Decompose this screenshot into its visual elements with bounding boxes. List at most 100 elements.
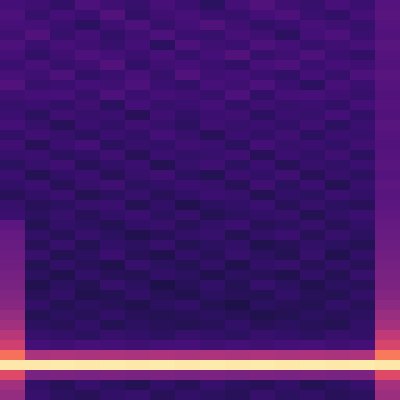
heatmap-cell (125, 150, 151, 161)
heatmap-cell (25, 110, 51, 121)
heatmap-cell (300, 380, 326, 391)
heatmap-cell (150, 290, 176, 301)
heatmap-cell (350, 200, 376, 211)
heatmap-cell (250, 60, 276, 71)
heatmap-cell (325, 250, 351, 261)
heatmap-cell (225, 260, 251, 271)
heatmap-cell (300, 190, 326, 201)
heatmap-cell (75, 90, 101, 101)
heatmap-cell (250, 210, 276, 221)
heatmap-cell (0, 90, 26, 101)
heatmap-cell (275, 40, 301, 51)
heatmap-cell (250, 50, 276, 61)
heatmap-cell (300, 0, 326, 11)
heatmap-cell (225, 300, 251, 311)
heatmap-cell (175, 110, 201, 121)
heatmap-cell (175, 50, 201, 61)
heatmap-cell (75, 120, 101, 131)
heatmap-cell (25, 90, 51, 101)
heatmap-cell (50, 350, 76, 361)
heatmap-cell (50, 220, 76, 231)
heatmap-cell (175, 360, 201, 371)
heatmap-cell (50, 0, 76, 11)
heatmap-cell (100, 330, 126, 341)
heatmap-cell (275, 290, 301, 301)
heatmap-cell (350, 270, 376, 281)
heatmap-cell (75, 360, 101, 371)
heatmap-cell (275, 380, 301, 391)
heatmap-cell (50, 150, 76, 161)
heatmap-cell (225, 120, 251, 131)
heatmap-cell (325, 220, 351, 231)
heatmap-cell (200, 360, 226, 371)
heatmap-cell (275, 270, 301, 281)
heatmap-cell (250, 240, 276, 251)
heatmap-cell (200, 160, 226, 171)
heatmap-cell (375, 40, 400, 51)
heatmap-cell (100, 50, 126, 61)
heatmap-cell (150, 160, 176, 171)
heatmap-cell (375, 90, 400, 101)
heatmap-cell (175, 390, 201, 400)
heatmap-cell (125, 80, 151, 91)
heatmap-cell (0, 210, 26, 221)
heatmap-cell (25, 180, 51, 191)
heatmap-cell (0, 270, 26, 281)
heatmap-cell (175, 330, 201, 341)
heatmap-cell (50, 340, 76, 351)
heatmap-cell (300, 170, 326, 181)
heatmap-cell (100, 290, 126, 301)
heatmap-cell (225, 140, 251, 151)
heatmap-cell (350, 0, 376, 11)
heatmap-cell (300, 80, 326, 91)
heatmap-cell (50, 330, 76, 341)
heatmap-cell (0, 340, 26, 351)
heatmap-cell (0, 150, 26, 161)
heatmap-cell (75, 270, 101, 281)
heatmap-cell (175, 180, 201, 191)
heatmap-cell (50, 320, 76, 331)
heatmap-cell (150, 190, 176, 201)
heatmap-cell (175, 150, 201, 161)
heatmap-cell (375, 270, 400, 281)
heatmap-cell (25, 30, 51, 41)
heatmap-cell (50, 10, 76, 21)
heatmap-cell (125, 250, 151, 261)
heatmap-cell (225, 190, 251, 201)
heatmap-cell (0, 10, 26, 21)
heatmap-cell (0, 360, 26, 371)
heatmap-cell (250, 0, 276, 11)
heatmap-cell (350, 140, 376, 151)
heatmap-cell (175, 260, 201, 271)
heatmap-cell (300, 120, 326, 131)
heatmap-cell (75, 380, 101, 391)
heatmap-cell (225, 100, 251, 111)
heatmap-cell (25, 270, 51, 281)
heatmap-cell (50, 50, 76, 61)
heatmap-cell (150, 390, 176, 400)
heatmap-cell (75, 390, 101, 400)
heatmap-cell (175, 10, 201, 21)
heatmap-cell (350, 90, 376, 101)
heatmap-cell (50, 100, 76, 111)
heatmap-cell (175, 340, 201, 351)
heatmap-cell (300, 220, 326, 231)
heatmap-cell (300, 20, 326, 31)
heatmap-cell (150, 200, 176, 211)
heatmap-cell (25, 170, 51, 181)
heatmap-cell (225, 320, 251, 331)
heatmap-cell (125, 360, 151, 371)
heatmap-cell (200, 180, 226, 191)
heatmap-cell (300, 390, 326, 400)
heatmap-cell (200, 300, 226, 311)
heatmap-cell (325, 150, 351, 161)
heatmap-cell (50, 20, 76, 31)
heatmap-cell (25, 140, 51, 151)
heatmap-cell (250, 90, 276, 101)
heatmap-cell (100, 100, 126, 111)
heatmap-cell (175, 380, 201, 391)
heatmap-cell (225, 210, 251, 221)
heatmap-cell (25, 240, 51, 251)
heatmap-cell (50, 170, 76, 181)
heatmap-cell (175, 60, 201, 71)
